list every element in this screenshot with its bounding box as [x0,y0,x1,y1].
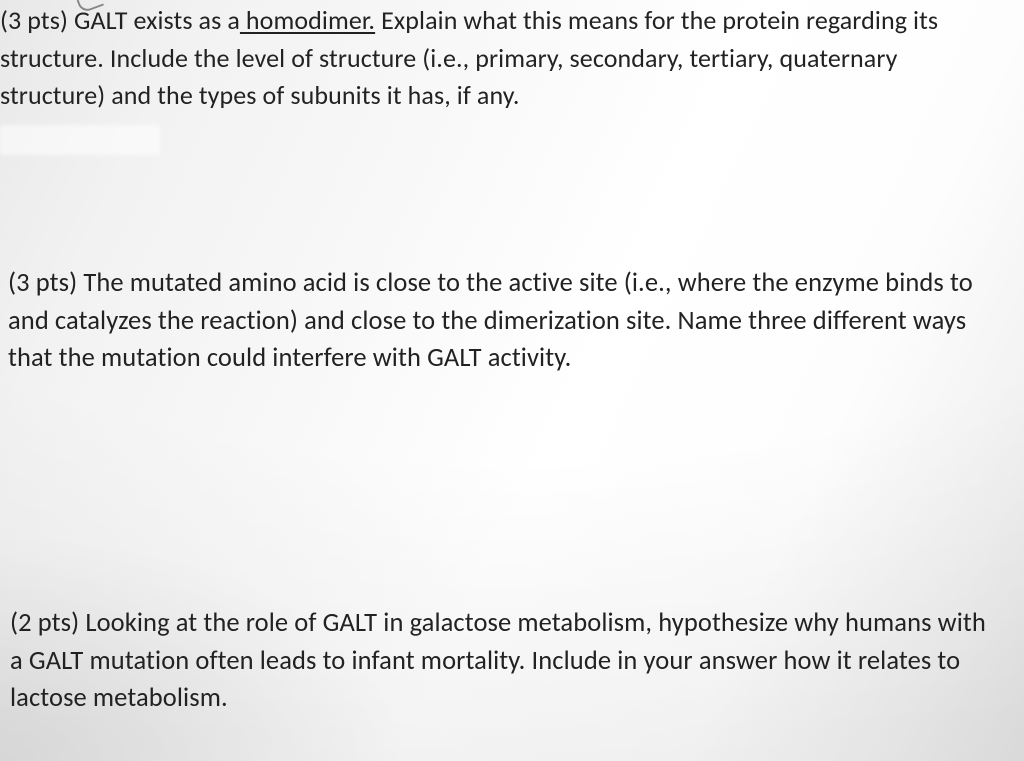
erased-smudge [0,125,160,155]
question-3: (2 pts) Looking at the role of GALT in g… [10,605,994,718]
q3-text: (2 pts) Looking at the role of GALT in g… [10,607,986,714]
question-1: (3 pts) GALT exists as a homodimer. Expl… [0,2,994,115]
question-2: (3 pts) The mutated amino acid is close … [8,265,994,378]
q1-underlined-term: homodimer. [240,4,375,36]
q1-text-pre: GALT exists as a [74,4,240,36]
worksheet-page: (3 pts) GALT exists as a homodimer. Expl… [0,0,1024,761]
q2-text: (3 pts) The mutated amino acid is close … [8,267,973,374]
q1-points: (3 pts) [0,4,74,36]
